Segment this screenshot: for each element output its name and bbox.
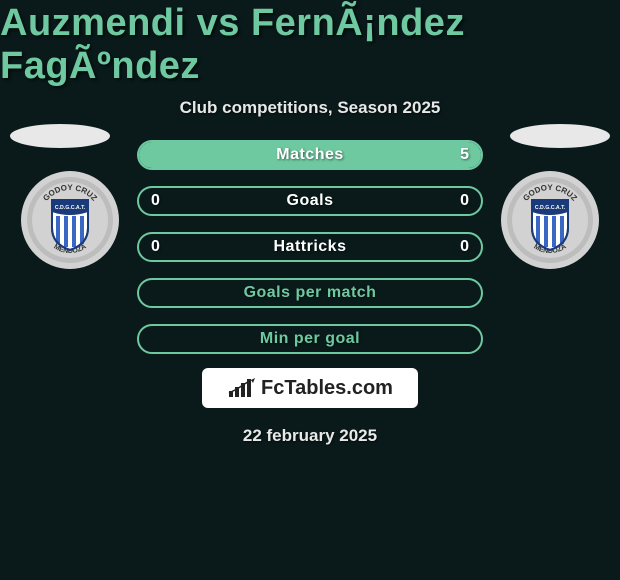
logo-text: FcTables.com — [261, 377, 393, 400]
stat-row-label: Hattricks — [274, 238, 347, 256]
stat-row: Goals per match — [137, 278, 483, 308]
subtitle: Club competitions, Season 2025 — [180, 98, 441, 118]
stat-row-label: Goals per match — [244, 284, 377, 302]
stat-row: Min per goal — [137, 324, 483, 354]
stat-row-label: Matches — [276, 146, 344, 164]
date: 22 february 2025 — [243, 426, 377, 446]
fctables-logo: FcTables.com — [202, 368, 418, 408]
stat-row-left-value: 0 — [151, 192, 160, 210]
bar-chart-icon — [227, 377, 257, 399]
stats-rows: Matches 5 Goals 0 0 Hattricks 0 0 Goals per matc… — [137, 140, 483, 354]
stat-row: Goals 0 0 — [137, 186, 483, 216]
content: Auzmendi vs FernÃ¡ndez FagÃºndez Club co… — [0, 0, 620, 580]
stat-row-label: Goals — [287, 192, 334, 210]
stat-row-right-value: 0 — [460, 192, 469, 210]
stat-row-right-value: 5 — [460, 146, 469, 164]
stat-row-label: Min per goal — [260, 330, 360, 348]
stat-row: Hattricks 0 0 — [137, 232, 483, 262]
stat-row-left-value: 0 — [151, 238, 160, 256]
stat-row: Matches 5 — [137, 140, 483, 170]
stat-row-right-value: 0 — [460, 238, 469, 256]
page-title: Auzmendi vs FernÃ¡ndez FagÃºndez — [0, 2, 620, 88]
